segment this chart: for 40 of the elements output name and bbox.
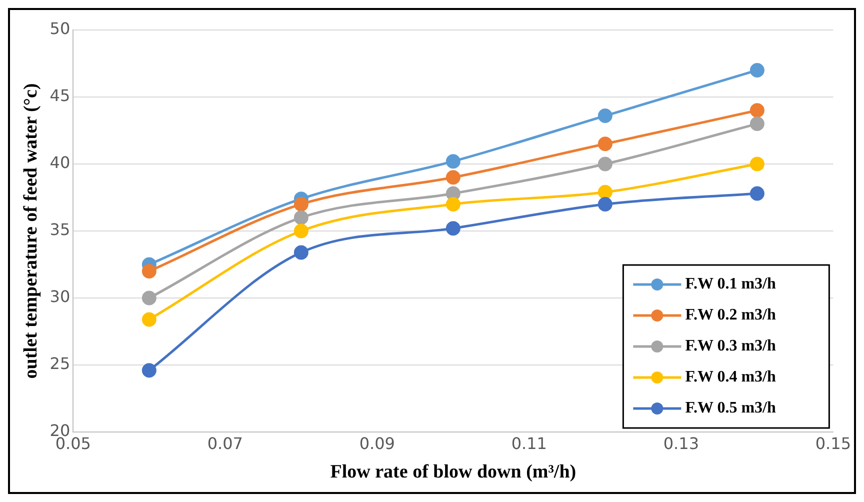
point [294, 196, 308, 212]
point [598, 196, 612, 212]
y-tick-label: 35 [50, 220, 70, 240]
x-tick-label: 0.13 [663, 434, 699, 453]
x-tick-label: 0.15 [815, 434, 851, 453]
point [750, 62, 764, 78]
y-tick-label: 30 [50, 287, 70, 306]
legend-label: F.W 0.4 m3/h [685, 368, 776, 386]
y-tick-label: 40 [50, 153, 70, 172]
point [446, 196, 460, 212]
point [598, 108, 612, 124]
x-axis-title: Flow rate of blow down (m³/h) [330, 462, 576, 483]
point [750, 186, 764, 201]
point [294, 245, 308, 260]
x-tick-label: 0.11 [511, 434, 547, 453]
y-axis-title: outlet temperature of feed water (°c) [20, 83, 42, 379]
point [294, 224, 308, 238]
x-tick-label: 0.09 [359, 434, 395, 453]
point [750, 103, 764, 118]
point [142, 264, 156, 278]
point [294, 210, 308, 225]
point [446, 170, 460, 185]
point [598, 136, 612, 152]
point [142, 312, 156, 327]
point [142, 363, 156, 378]
point [598, 184, 612, 200]
point [750, 116, 764, 132]
y-tick-label: 25 [50, 354, 70, 374]
point [598, 156, 612, 172]
legend-label: F.W 0.5 m3/h [685, 400, 776, 417]
point [142, 290, 156, 306]
point [446, 154, 460, 169]
legend-label: F.W 0.3 m3/h [685, 338, 776, 355]
x-tick-label: 0.07 [207, 434, 243, 453]
point [750, 156, 764, 172]
legend-label: F.W 0.1 m3/h [685, 276, 776, 293]
point [446, 221, 460, 236]
y-tick-label: 50 [50, 19, 70, 38]
y-tick-label: 45 [50, 86, 70, 106]
legend-label: F.W 0.2 m3/h [685, 306, 776, 324]
